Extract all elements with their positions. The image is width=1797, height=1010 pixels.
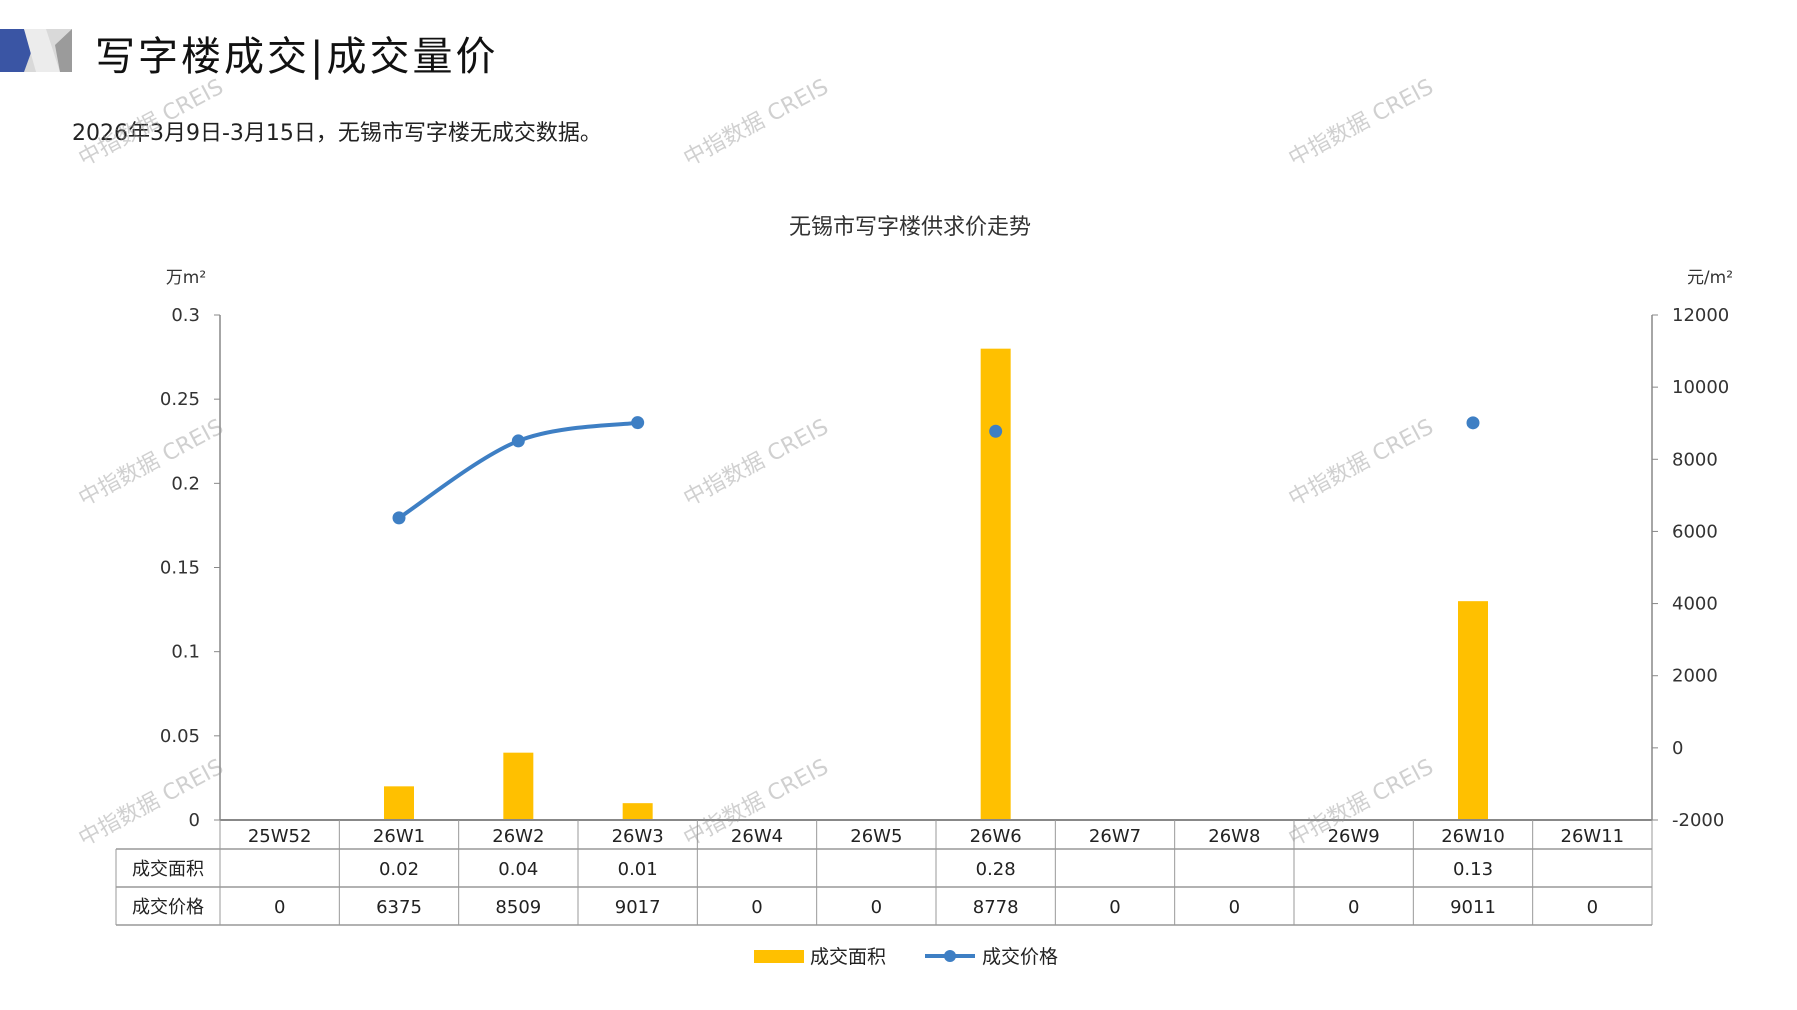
table-cell-value: 0.28 [976, 859, 1016, 880]
left-tick-label: 0.25 [160, 389, 200, 410]
left-axis-unit: 万m² [166, 268, 206, 288]
category-label: 26W2 [492, 826, 544, 847]
right-tick-label: 2000 [1672, 666, 1718, 687]
bar-26W2 [503, 752, 534, 820]
left-tick-label: 0.15 [160, 558, 200, 579]
category-label: 26W5 [850, 826, 902, 847]
right-tick-label: 4000 [1672, 594, 1718, 615]
right-tick-label: 6000 [1672, 521, 1718, 542]
category-label: 26W9 [1328, 826, 1380, 847]
left-tick-label: 0.05 [160, 726, 200, 747]
table-cell-value: 9017 [615, 897, 661, 918]
bar-26W1 [384, 786, 414, 820]
table-cell-value: 0 [1109, 897, 1120, 918]
category-label: 26W10 [1441, 826, 1505, 847]
price-point-26W2 [511, 434, 525, 448]
table-cell-value: 0 [1587, 897, 1598, 918]
left-tick-label: 0 [189, 810, 200, 831]
header-logo [0, 29, 72, 72]
bar-26W6 [980, 348, 1011, 820]
price-point-26W3 [631, 416, 645, 430]
table-cell-value: 0 [751, 897, 762, 918]
table-series-label: 成交面积 [132, 859, 204, 880]
table-cell-value: 0 [1229, 897, 1240, 918]
category-label: 26W3 [612, 826, 664, 847]
category-label: 26W7 [1089, 826, 1141, 847]
right-tick-label: 12000 [1672, 305, 1729, 326]
price-point-26W1 [392, 511, 406, 525]
category-label: 25W52 [248, 826, 312, 847]
legend-line-marker [944, 950, 956, 962]
table-cell-value: 6375 [376, 897, 422, 918]
page-subtitle: 2026年3月9日-3月15日，无锡市写字楼无成交数据。 [72, 121, 602, 146]
chart-title: 无锡市写字楼供求价走势 [789, 215, 1031, 240]
table-cell-value: 0 [871, 897, 882, 918]
category-label: 26W6 [970, 826, 1022, 847]
price-point-26W10 [1466, 416, 1480, 430]
table-cell-value: 9011 [1450, 897, 1496, 918]
legend-bar-swatch [754, 950, 804, 963]
right-tick-label: 8000 [1672, 449, 1718, 470]
legend-bar-label: 成交面积 [810, 946, 886, 968]
category-label: 26W1 [373, 826, 425, 847]
table-cell-value: 8778 [973, 897, 1019, 918]
left-tick-label: 0.2 [171, 473, 200, 494]
table-cell-value: 0.01 [618, 859, 658, 880]
page-title: 写字楼成交|成交量价 [95, 34, 499, 80]
legend-line-label: 成交价格 [982, 946, 1058, 968]
right-tick-label: -2000 [1672, 810, 1724, 831]
table-cell-value: 0.02 [379, 859, 419, 880]
table-cell-value: 0 [274, 897, 285, 918]
right-axis-unit: 元/m² [1687, 268, 1733, 288]
table-cell-value: 0 [1348, 897, 1359, 918]
left-tick-label: 0.3 [171, 305, 200, 326]
bar-26W3 [622, 803, 653, 820]
price-point-26W6 [989, 424, 1003, 438]
right-tick-label: 10000 [1672, 377, 1729, 398]
table-cell-value: 0.13 [1453, 859, 1493, 880]
category-label: 26W11 [1561, 826, 1625, 847]
table-series-label: 成交价格 [132, 897, 204, 918]
table-cell-value: 0.04 [498, 859, 538, 880]
bar-26W10 [1458, 601, 1488, 820]
table-cell-value: 8509 [495, 897, 541, 918]
category-label: 26W8 [1208, 826, 1260, 847]
category-label: 26W4 [731, 826, 783, 847]
left-tick-label: 0.1 [171, 642, 200, 663]
right-tick-label: 0 [1672, 738, 1683, 759]
